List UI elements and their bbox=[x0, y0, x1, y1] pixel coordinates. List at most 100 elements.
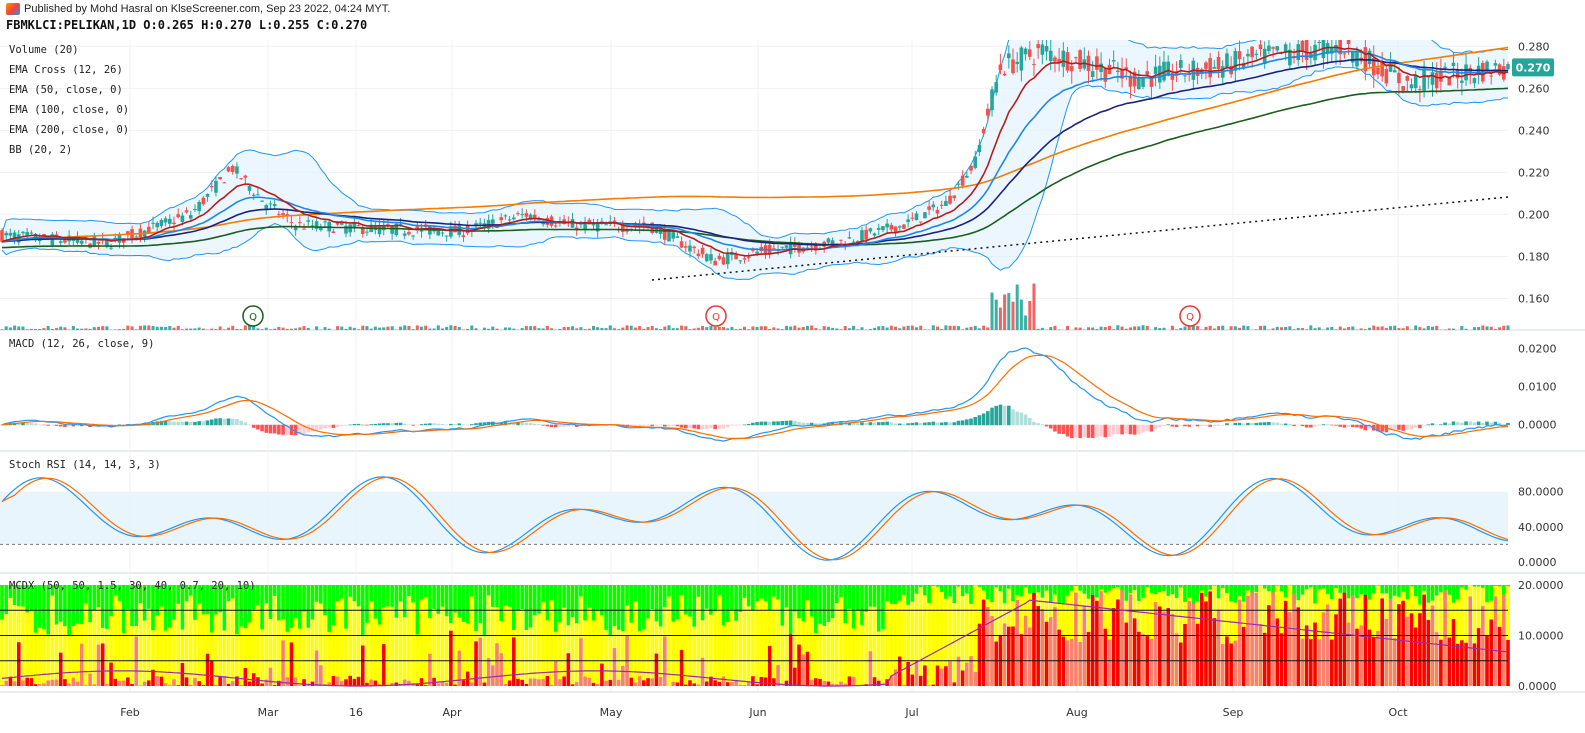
mcdx-banker-bar bbox=[814, 678, 818, 686]
mcdx-green-bar bbox=[591, 585, 596, 621]
candle-body bbox=[256, 194, 260, 196]
macd-histogram-bar bbox=[1300, 424, 1305, 427]
mcdx-banker-bar bbox=[1178, 642, 1183, 686]
volume-bar bbox=[1435, 325, 1439, 330]
candle-body bbox=[201, 197, 206, 205]
macd-histogram-bar bbox=[1313, 424, 1317, 427]
mcdx-banker-bar bbox=[1237, 599, 1242, 686]
candle-body bbox=[360, 226, 365, 235]
volume-bar bbox=[482, 327, 486, 330]
volume-bar bbox=[1506, 325, 1510, 330]
candle-body bbox=[323, 221, 327, 223]
macd-histogram-bar bbox=[1434, 424, 1439, 426]
macd-histogram-bar bbox=[1409, 424, 1414, 430]
mcdx-banker-bar bbox=[876, 680, 881, 686]
mcdx-green-bar bbox=[713, 585, 717, 612]
mcdx-banker-bar bbox=[12, 681, 17, 686]
volume-bar bbox=[1305, 329, 1309, 330]
mcdx-green-bar bbox=[549, 585, 554, 601]
mcdx-green-bar bbox=[1166, 585, 1171, 596]
macd-histogram-bar bbox=[79, 424, 84, 427]
candle-body bbox=[503, 215, 508, 217]
mcdx-banker-bar bbox=[1053, 607, 1057, 686]
mcdx-banker-bar bbox=[365, 682, 369, 686]
macd-histogram-bar bbox=[683, 424, 688, 429]
mcdx-banker-bar bbox=[1376, 631, 1380, 686]
volume-bar bbox=[281, 327, 285, 330]
price-tick-label: 0.240 bbox=[1518, 124, 1550, 137]
macd-histogram-bar bbox=[902, 423, 906, 426]
mcdx-green-bar bbox=[700, 585, 705, 621]
volume-bar bbox=[537, 328, 541, 330]
macd-histogram-bar bbox=[763, 421, 768, 426]
mcdx-green-bar bbox=[872, 585, 877, 607]
candle-body bbox=[797, 243, 801, 253]
macd-histogram-bar bbox=[1250, 423, 1254, 426]
mcdx-green-bar bbox=[805, 585, 810, 601]
mcdx-green-bar bbox=[507, 585, 512, 607]
mcdx-banker-bar bbox=[1204, 601, 1208, 686]
volume-bar bbox=[726, 328, 730, 330]
macd-histogram-bar bbox=[1460, 422, 1464, 426]
macd-histogram-bar bbox=[285, 424, 290, 435]
mcdx-banker-bar bbox=[1275, 618, 1280, 686]
mcdx-green-bar bbox=[906, 585, 910, 605]
candle-body bbox=[587, 219, 592, 225]
mcdx-green-bar bbox=[281, 585, 285, 620]
volume-bar bbox=[730, 326, 734, 330]
volume-bar bbox=[34, 329, 38, 330]
candle-body bbox=[952, 195, 957, 199]
macd-histogram-bar bbox=[532, 423, 537, 426]
quarter-marker-label: Q bbox=[1186, 312, 1194, 323]
volume-bar bbox=[164, 326, 168, 330]
candle-body bbox=[973, 156, 978, 168]
macd-histogram-bar bbox=[977, 415, 982, 426]
mcdx-banker-bar bbox=[927, 685, 931, 686]
volume-bar bbox=[130, 326, 134, 330]
candle-body bbox=[872, 233, 877, 236]
macd-histogram-bar bbox=[667, 424, 671, 427]
candle-body bbox=[553, 225, 558, 227]
macd-histogram-bar bbox=[814, 423, 818, 426]
candle-body bbox=[1439, 70, 1443, 82]
macd-histogram-bar bbox=[1082, 424, 1087, 438]
mcdx-green-bar bbox=[1304, 585, 1309, 590]
mcdx-banker-bar bbox=[339, 681, 344, 686]
candle-body bbox=[780, 246, 785, 248]
volume-bar bbox=[294, 328, 298, 330]
mcdx-green-bar bbox=[243, 585, 248, 629]
mcdx-green-bar bbox=[587, 585, 592, 608]
candle-body bbox=[163, 218, 168, 223]
macd-histogram-bar bbox=[381, 423, 386, 426]
mcdx-green-bar bbox=[1237, 585, 1242, 597]
volume-bar bbox=[562, 326, 566, 330]
volume-bar bbox=[440, 328, 444, 330]
candle-body bbox=[1405, 76, 1410, 81]
candle-body bbox=[352, 222, 357, 228]
x-tick-label: Apr bbox=[442, 706, 462, 719]
volume-bar bbox=[1447, 328, 1451, 330]
volume-bar bbox=[96, 326, 100, 330]
macd-histogram-bar bbox=[642, 424, 646, 426]
macd-histogram-bar bbox=[1019, 412, 1024, 426]
mcdx-green-bar bbox=[1195, 585, 1200, 602]
volume-bar bbox=[1217, 326, 1221, 330]
mcdx-banker-bar bbox=[839, 681, 843, 686]
volume-bar bbox=[810, 325, 814, 330]
macd-histogram-bar bbox=[679, 424, 684, 428]
volume-bar bbox=[1389, 326, 1393, 330]
mcdx-green-bar bbox=[725, 585, 730, 622]
candle-body bbox=[1137, 78, 1141, 90]
volume-bar bbox=[13, 325, 17, 330]
candle-body bbox=[893, 226, 898, 234]
macd-histogram-bar bbox=[1288, 424, 1292, 426]
mcdx-green-bar bbox=[767, 585, 772, 611]
mcdx-green-bar bbox=[734, 585, 738, 621]
macd-histogram-bar bbox=[998, 404, 1003, 426]
macd-histogram-bar bbox=[885, 421, 889, 426]
macd-histogram-bar bbox=[1309, 424, 1313, 428]
candle-body bbox=[906, 219, 910, 223]
macd-histogram-bar bbox=[239, 420, 243, 426]
volume-bar bbox=[898, 328, 902, 330]
macd-histogram-bar bbox=[63, 424, 67, 427]
